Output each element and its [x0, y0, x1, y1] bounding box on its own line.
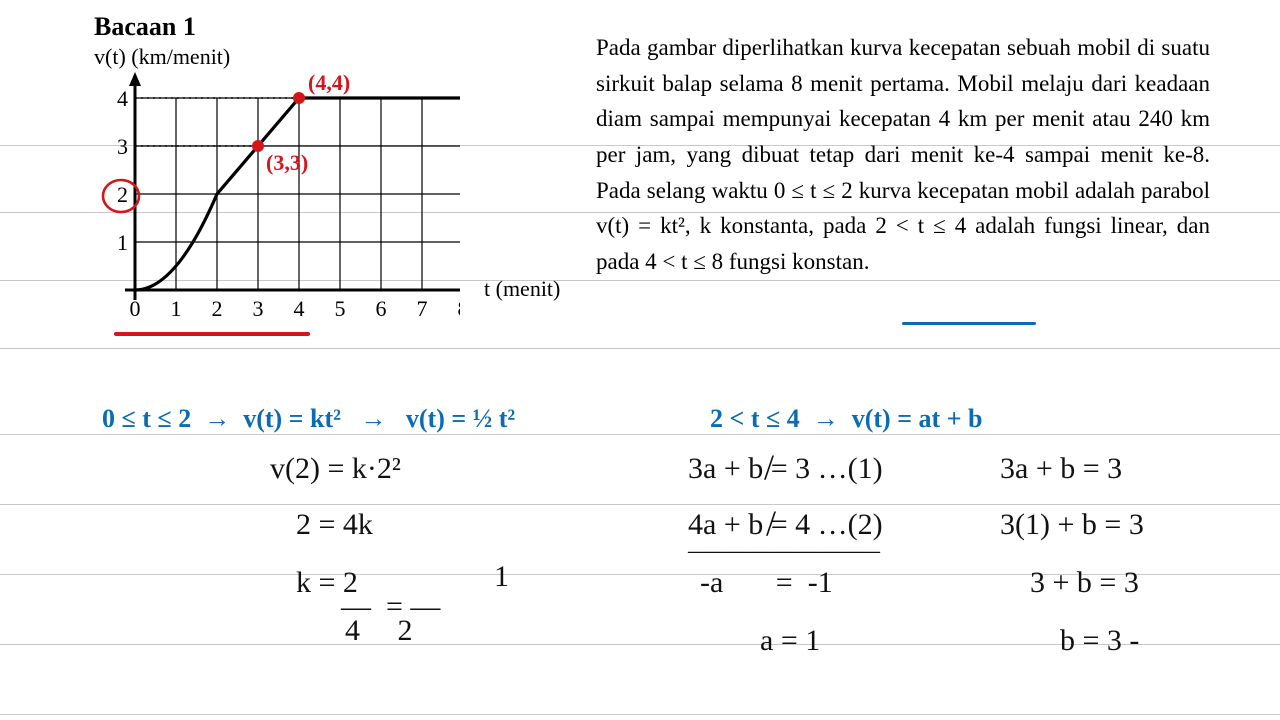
ruled-line	[0, 714, 1280, 715]
ruled-line	[0, 504, 1280, 505]
handwriting-slash2: /	[766, 502, 776, 544]
handwriting-c4: b = 3 -	[1060, 624, 1139, 658]
svg-text:6: 6	[376, 296, 387, 321]
handwriting-l2: 2 = 4k	[296, 508, 373, 542]
ruled-line	[0, 348, 1280, 349]
svg-text:3: 3	[117, 134, 128, 159]
svg-text:4: 4	[117, 86, 128, 111]
x-axis-label: t (menit)	[484, 276, 560, 302]
svg-text:2: 2	[212, 296, 223, 321]
handwriting-r1: 3a + b = 3 …(1)	[688, 452, 883, 486]
handwriting-r2: 4a + b = 4 …(2)	[688, 508, 883, 542]
reading-title: Bacaan 1	[94, 12, 196, 42]
handwriting-slash1: /	[764, 446, 774, 488]
handwriting-c2: 3(1) + b = 3	[1000, 508, 1144, 542]
handwriting-c3: 3 + b = 3	[1030, 566, 1139, 600]
svg-text:7: 7	[417, 296, 428, 321]
svg-text:0: 0	[130, 296, 141, 321]
handwriting-blue_left: 0 ≤ t ≤ 2 → v(t) = kt² → v(t) = ½ t²	[102, 404, 515, 434]
svg-text:5: 5	[335, 296, 346, 321]
handwriting-l1: v(2) = k·2²	[270, 452, 401, 486]
handwriting-blue_right: 2 < t ≤ 4 → v(t) = at + b	[710, 404, 982, 434]
handwriting-l3c: 4 2	[300, 614, 413, 648]
svg-text:4: 4	[294, 296, 305, 321]
svg-text:2: 2	[117, 182, 128, 207]
handwriting-c1: 3a + b = 3	[1000, 452, 1122, 486]
handwriting-r_bar: ――――――――	[688, 538, 880, 565]
blue-underline-fungsi-linear	[902, 322, 1036, 325]
svg-text:(3,3): (3,3)	[266, 150, 308, 175]
svg-text:8: 8	[458, 296, 461, 321]
y-axis-label: v(t) (km/menit)	[94, 44, 230, 70]
page-root: Bacaan 1 v(t) (km/menit)	[0, 0, 1280, 720]
handwriting-r3: -a = -1	[700, 566, 833, 600]
ruled-line	[0, 434, 1280, 435]
handwriting-r4: a = 1	[760, 624, 820, 658]
red-underline-xaxis	[114, 332, 310, 336]
svg-text:1: 1	[171, 296, 182, 321]
svg-text:3: 3	[253, 296, 264, 321]
svg-text:1: 1	[117, 230, 128, 255]
svg-text:(4,4): (4,4)	[308, 72, 350, 95]
velocity-graph: 0 1 2 3 4 5 6 7 8 1 2 3 4	[100, 72, 460, 322]
handwriting-l3d: 1	[404, 560, 509, 594]
problem-paragraph: Pada gambar diperlihatkan kurva kecepata…	[596, 30, 1210, 279]
